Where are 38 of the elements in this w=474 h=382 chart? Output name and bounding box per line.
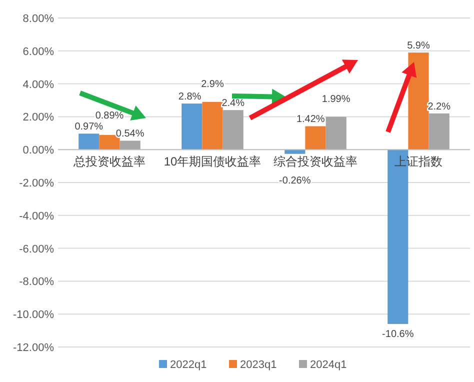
bar (305, 126, 326, 150)
data-label: 2.4% (222, 98, 245, 110)
data-label: -0.26% (279, 176, 311, 187)
y-tick-label: 2.00% (22, 112, 54, 124)
bar (388, 150, 408, 324)
y-tick-label: 4.00% (22, 78, 54, 91)
x-tick-label: 总投资收益率 (72, 154, 146, 169)
y-tick-label: -6.00% (19, 243, 54, 256)
data-label: 5.9% (407, 40, 430, 52)
y-tick-label: -4.00% (19, 210, 54, 222)
data-label: 2.9% (201, 78, 224, 90)
legend-label: 2023q1 (240, 359, 277, 371)
x-tick-label: 综合投资收益率 (274, 154, 358, 169)
y-tick-label: -12.00% (13, 342, 54, 354)
bar (202, 102, 223, 150)
legend-label: 2022q1 (170, 359, 207, 371)
bar (78, 134, 100, 150)
bar (326, 116, 346, 150)
bar (284, 150, 306, 154)
y-tick-label: 0.00% (22, 144, 54, 157)
y-tick-label: -8.00% (19, 276, 54, 288)
data-label: 2.8% (178, 92, 202, 103)
bar (428, 113, 450, 150)
y-tick-label: 6.00% (22, 46, 54, 58)
bar (120, 140, 140, 150)
bar (222, 110, 244, 150)
data-label: 0.89% (95, 110, 124, 122)
y-tick-label: -2.00% (19, 178, 54, 190)
y-tick-label: -10.00% (13, 309, 54, 322)
x-tick-label: 10年期国债收益率 (164, 154, 262, 169)
data-label: 0.54% (116, 128, 144, 140)
data-label: 1.42% (296, 114, 325, 126)
data-label: -10.6% (382, 328, 414, 340)
legend-label: 2024q1 (310, 359, 347, 371)
data-label: 0.97% (74, 122, 104, 133)
data-label: 1.99% (322, 94, 350, 105)
bar (182, 104, 202, 150)
y-tick-label: 8.00% (22, 13, 54, 25)
